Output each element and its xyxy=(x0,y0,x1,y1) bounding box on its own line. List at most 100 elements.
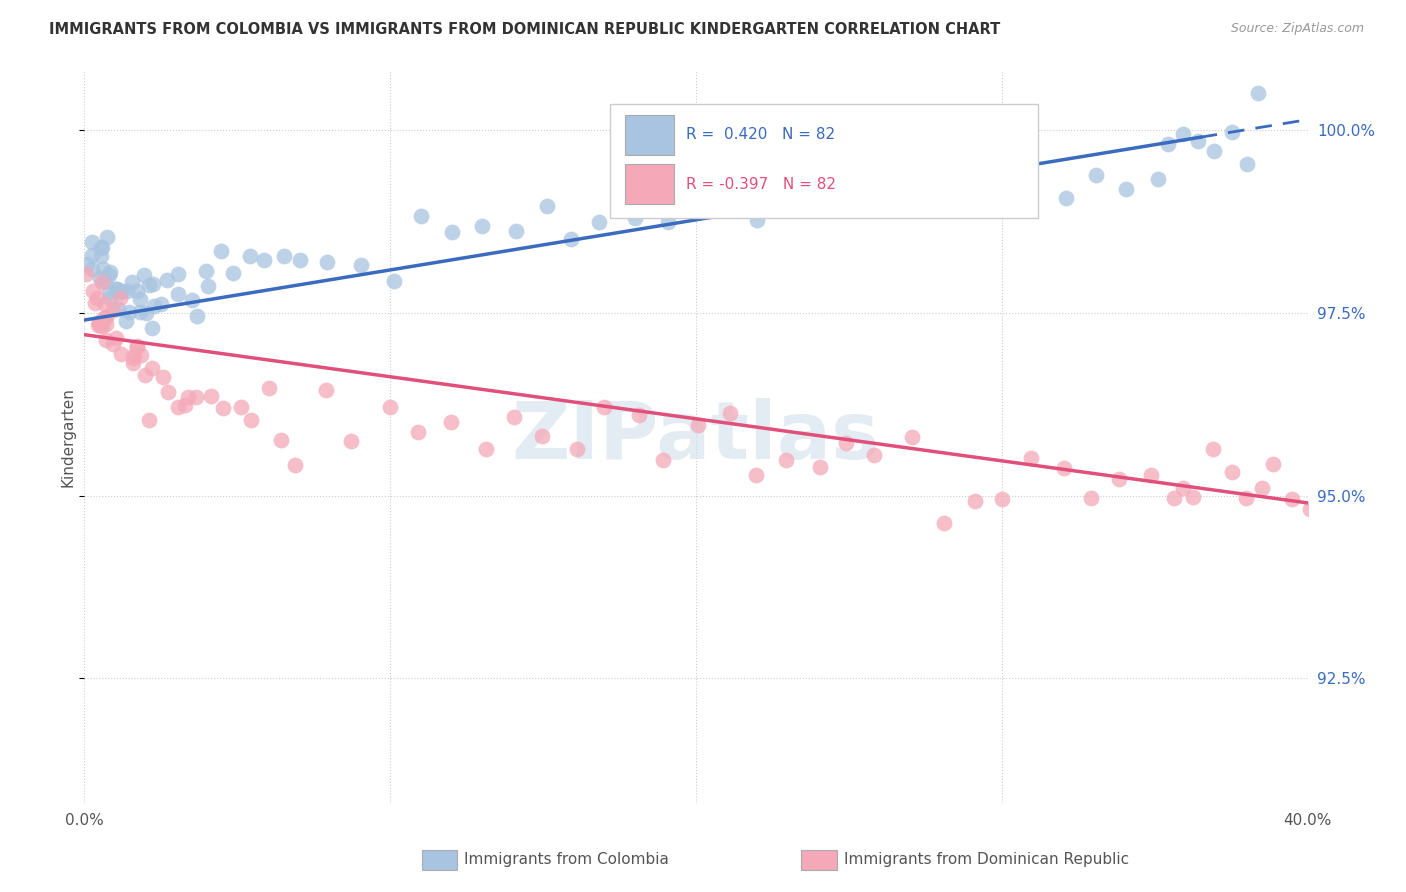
Immigrants from Dominican Republic xyxy=(152,370,174,384)
Immigrants from Dominican Republic xyxy=(141,360,163,375)
Immigrants from Dominican Republic xyxy=(82,285,104,299)
Immigrants from Colombia xyxy=(349,258,371,272)
Immigrants from Dominican Republic xyxy=(963,494,986,508)
Immigrants from Dominican Republic xyxy=(1261,458,1284,472)
Immigrants from Dominican Republic xyxy=(408,425,430,439)
Immigrants from Colombia xyxy=(898,164,921,178)
Immigrants from Colombia xyxy=(96,230,118,244)
Immigrants from Colombia xyxy=(90,249,112,263)
Immigrants from Colombia xyxy=(409,209,432,223)
Immigrants from Colombia xyxy=(111,285,134,299)
Immigrants from Dominican Republic xyxy=(177,390,200,404)
Immigrants from Dominican Republic xyxy=(105,331,128,345)
Immigrants from Dominican Republic xyxy=(1201,442,1223,456)
Immigrants from Colombia xyxy=(97,268,120,282)
Bar xyxy=(626,115,673,155)
Immigrants from Colombia xyxy=(1054,191,1077,205)
Immigrants from Dominican Republic xyxy=(270,434,292,448)
Immigrants from Colombia xyxy=(97,285,120,300)
Immigrants from Dominican Republic xyxy=(138,413,160,427)
Immigrants from Colombia xyxy=(156,273,179,287)
Immigrants from Colombia xyxy=(808,202,831,216)
Immigrants from Dominican Republic xyxy=(186,390,208,404)
Immigrants from Colombia xyxy=(657,215,679,229)
Immigrants from Colombia xyxy=(142,299,165,313)
Text: ZIPatlas: ZIPatlas xyxy=(512,398,880,476)
Immigrants from Dominican Republic xyxy=(1309,482,1331,496)
Immigrants from Colombia xyxy=(865,189,887,203)
Text: Immigrants from Colombia: Immigrants from Colombia xyxy=(464,853,669,867)
Immigrants from Dominican Republic xyxy=(134,368,156,382)
Immigrants from Colombia xyxy=(718,188,741,202)
Immigrants from Colombia xyxy=(186,310,208,324)
Immigrants from Dominican Republic xyxy=(75,267,97,281)
Immigrants from Colombia xyxy=(107,301,129,316)
Immigrants from Colombia xyxy=(142,277,165,292)
Immigrants from Colombia xyxy=(90,240,112,254)
Immigrants from Colombia xyxy=(80,261,103,276)
Immigrants from Colombia xyxy=(132,268,155,282)
Immigrants from Colombia xyxy=(94,274,117,288)
Immigrants from Dominican Republic xyxy=(122,351,145,365)
Immigrants from Dominican Republic xyxy=(991,491,1014,506)
Immigrants from Dominican Republic xyxy=(94,334,117,348)
Immigrants from Dominican Republic xyxy=(239,413,262,427)
Immigrants from Colombia xyxy=(180,293,202,308)
Immigrants from Colombia xyxy=(138,277,160,292)
Immigrants from Dominican Republic xyxy=(378,400,401,414)
Immigrants from Colombia xyxy=(80,248,103,262)
Immigrants from Colombia xyxy=(121,275,143,289)
Immigrants from Dominican Republic xyxy=(1339,519,1361,533)
Immigrants from Colombia xyxy=(105,282,128,296)
Immigrants from Colombia xyxy=(129,293,152,307)
Immigrants from Colombia xyxy=(560,232,582,246)
Immigrants from Dominican Republic xyxy=(1108,472,1130,486)
Immigrants from Colombia xyxy=(76,257,98,271)
Immigrants from Colombia xyxy=(987,163,1010,178)
Immigrants from Colombia xyxy=(776,186,799,200)
Immigrants from Colombia xyxy=(197,279,219,293)
Immigrants from Colombia xyxy=(117,304,139,318)
Immigrants from Dominican Republic xyxy=(1281,491,1303,506)
Y-axis label: Kindergarten: Kindergarten xyxy=(60,387,76,487)
Immigrants from Dominican Republic xyxy=(96,318,118,332)
Immigrants from Dominican Republic xyxy=(503,410,526,425)
Immigrants from Dominican Republic xyxy=(475,442,498,457)
Immigrants from Dominican Republic xyxy=(1052,461,1074,475)
Immigrants from Colombia xyxy=(89,271,111,285)
Immigrants from Dominican Republic xyxy=(94,296,117,310)
Immigrants from Colombia xyxy=(221,266,243,280)
Immigrants from Colombia xyxy=(253,252,276,267)
Immigrants from Dominican Republic xyxy=(686,418,709,433)
Immigrants from Dominican Republic xyxy=(932,516,955,531)
Immigrants from Dominican Republic xyxy=(567,442,589,457)
Immigrants from Dominican Republic xyxy=(1220,465,1243,479)
Immigrants from Dominican Republic xyxy=(257,381,280,395)
Immigrants from Dominican Republic xyxy=(121,356,143,370)
Immigrants from Dominican Republic xyxy=(530,429,553,443)
Immigrants from Colombia xyxy=(209,244,232,259)
Text: IMMIGRANTS FROM COLOMBIA VS IMMIGRANTS FROM DOMINICAN REPUBLIC KINDERGARTEN CORR: IMMIGRANTS FROM COLOMBIA VS IMMIGRANTS F… xyxy=(49,22,1001,37)
Immigrants from Colombia xyxy=(441,226,464,240)
Immigrants from Dominican Republic xyxy=(156,385,179,400)
Immigrants from Dominican Republic xyxy=(1182,490,1205,504)
Immigrants from Dominican Republic xyxy=(87,315,110,329)
Immigrants from Dominican Republic xyxy=(200,389,222,403)
Immigrants from Dominican Republic xyxy=(89,318,111,332)
Immigrants from Colombia xyxy=(105,281,128,295)
Immigrants from Dominican Republic xyxy=(745,468,768,483)
Immigrants from Dominican Republic xyxy=(229,400,252,414)
Immigrants from Dominican Republic xyxy=(167,400,190,414)
Immigrants from Colombia xyxy=(115,285,138,299)
Immigrants from Dominican Republic xyxy=(315,383,337,397)
Immigrants from Colombia xyxy=(683,191,706,205)
Immigrants from Dominican Republic xyxy=(863,448,886,462)
Immigrants from Colombia xyxy=(150,297,173,311)
Immigrants from Colombia xyxy=(588,215,610,229)
Immigrants from Dominican Republic xyxy=(93,311,115,326)
Immigrants from Dominican Republic xyxy=(808,459,831,474)
Bar xyxy=(626,164,673,204)
Immigrants from Dominican Republic xyxy=(775,453,797,467)
Immigrants from Colombia xyxy=(166,286,188,301)
Text: R =  0.420   N = 82: R = 0.420 N = 82 xyxy=(686,128,835,143)
